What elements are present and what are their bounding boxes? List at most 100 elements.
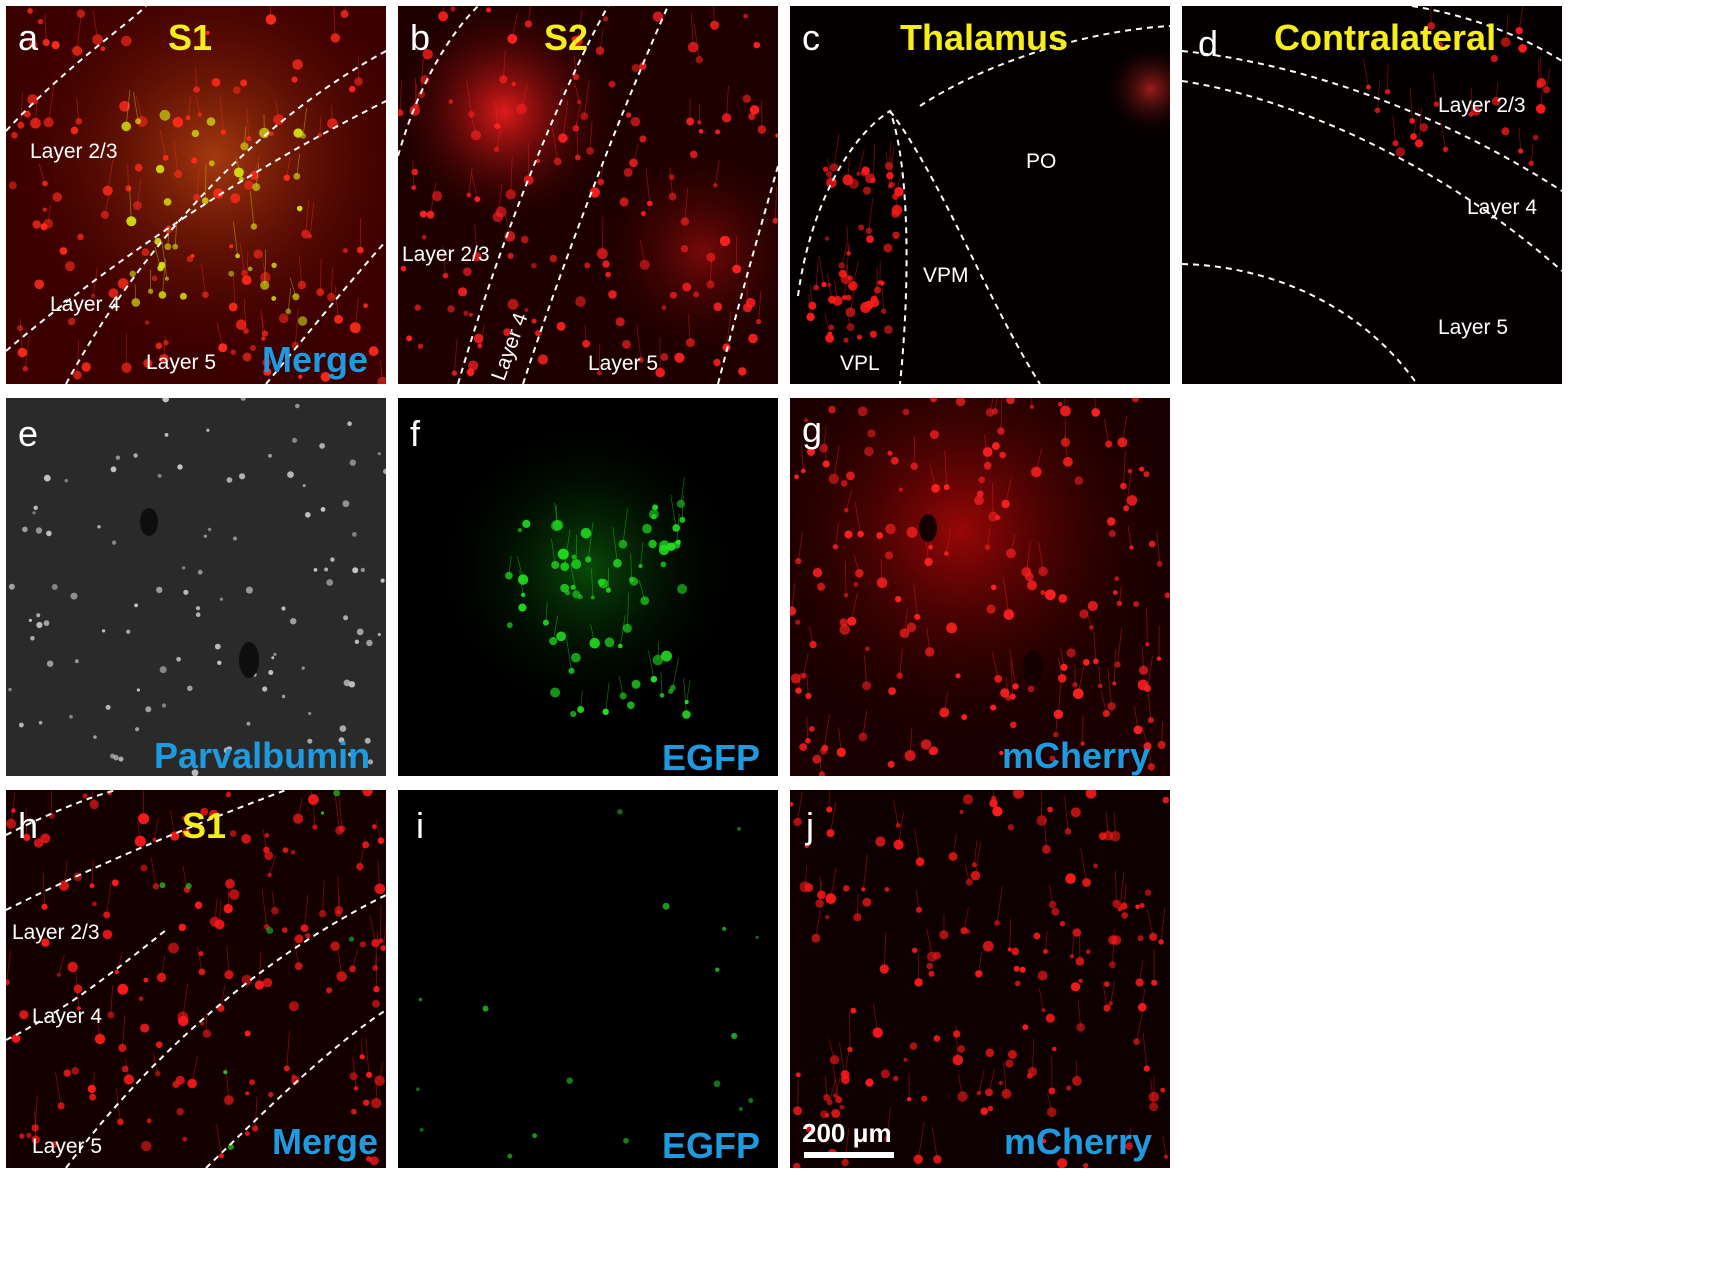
cell-body: [1518, 148, 1524, 154]
cell-body: [295, 403, 300, 409]
cell-body: [71, 1067, 80, 1075]
dendrite: [797, 1079, 799, 1111]
dendrite: [806, 716, 809, 741]
cell-body: [927, 951, 938, 962]
cell-body: [800, 468, 806, 474]
cell-body: [862, 681, 872, 691]
cell-body: [1089, 625, 1094, 630]
cell-body: [41, 903, 48, 910]
cell-body: [883, 243, 893, 253]
cell-body: [195, 606, 201, 611]
cell-body: [991, 795, 997, 802]
cell-body: [580, 527, 592, 539]
cell-body: [1006, 548, 1016, 559]
dendrite: [803, 653, 809, 676]
dendrite: [992, 790, 995, 799]
cell-body: [713, 183, 718, 188]
dendrite: [19, 318, 23, 353]
cell-body: [177, 464, 183, 470]
dendrite: [466, 79, 472, 115]
cell-body: [201, 197, 209, 205]
dendrite: [216, 322, 224, 348]
cell-body: [319, 443, 325, 449]
cell-body: [566, 1077, 573, 1084]
cell-body: [549, 637, 558, 646]
cell-body: [218, 343, 228, 353]
dendrite: [58, 954, 65, 975]
cell-body: [1014, 980, 1021, 987]
dendrite: [293, 936, 300, 967]
cell-body: [377, 376, 386, 384]
cell-body: [316, 288, 325, 297]
cell-body: [214, 919, 225, 930]
cell-body: [347, 421, 352, 426]
cell-body: [629, 577, 639, 586]
channel-label: Merge: [262, 339, 369, 380]
dendrite: [354, 297, 359, 328]
cell-body: [952, 1054, 964, 1066]
cell-body: [43, 117, 54, 128]
dendrite: [1105, 811, 1109, 836]
cell-body: [503, 328, 511, 337]
dendrite: [1377, 80, 1380, 111]
cell-body: [899, 628, 910, 639]
cell-body: [198, 951, 204, 957]
cell-body: [517, 574, 529, 585]
cell-body: [679, 516, 686, 523]
cell-body: [125, 185, 132, 192]
cell-body: [822, 166, 829, 172]
cell-body: [685, 338, 695, 348]
cell-body: [91, 293, 96, 298]
cell-body: [1501, 127, 1510, 136]
dendrite: [710, 255, 712, 285]
cell-body: [865, 1078, 874, 1087]
cell-body: [31, 1124, 39, 1132]
cell-body: [1060, 437, 1071, 447]
cell-body: [706, 280, 715, 289]
cell-body: [292, 437, 298, 443]
dendrite: [77, 340, 79, 376]
cell-body: [827, 283, 832, 287]
dendrite: [91, 859, 94, 886]
cell-body: [944, 551, 949, 556]
cell-body: [1133, 601, 1139, 607]
cell-body: [1053, 709, 1064, 719]
cell-body: [217, 660, 222, 665]
cell-body: [574, 154, 581, 161]
cell-body: [572, 125, 580, 132]
dendrite: [505, 213, 511, 237]
cell-body: [987, 1105, 994, 1112]
cell-body: [817, 582, 826, 591]
cell-body: [240, 398, 246, 401]
cell-body: [876, 532, 884, 539]
cell-body: [826, 177, 837, 189]
cell-body: [962, 794, 974, 805]
cell-body: [164, 243, 172, 251]
cell-body: [51, 1141, 58, 1148]
dendrite: [808, 294, 811, 317]
dendrite: [847, 157, 850, 180]
dendrite: [95, 1010, 101, 1040]
cell-body: [1080, 741, 1085, 746]
cell-body: [648, 539, 657, 549]
dendrite: [1122, 415, 1128, 443]
dendrite: [845, 307, 851, 328]
cell-body: [146, 1118, 152, 1124]
panel-f: f EGFP: [398, 398, 778, 776]
cell-body: [577, 99, 582, 105]
dendrite: [630, 552, 632, 580]
cell-body: [535, 158, 540, 163]
cell-body: [623, 168, 633, 177]
cell-body: [660, 353, 669, 361]
dendrite: [946, 529, 952, 554]
layer-label-2-3: Layer 2/3: [12, 921, 100, 944]
cell-body: [1009, 693, 1016, 700]
cell-body: [626, 112, 632, 118]
cell-body: [335, 826, 344, 835]
dendrite: [645, 168, 651, 204]
cell-body: [1126, 495, 1138, 506]
cell-body: [308, 711, 312, 716]
dendrite: [261, 890, 268, 927]
cell-body: [1518, 44, 1527, 53]
dendrite: [676, 513, 680, 546]
